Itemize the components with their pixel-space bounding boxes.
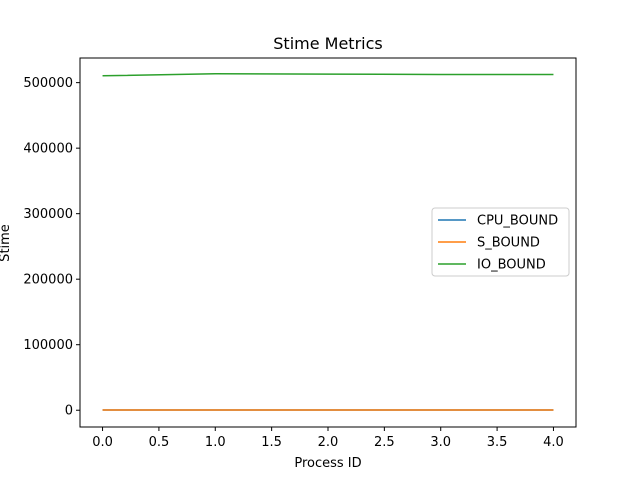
y-axis: 0 100000 200000 300000 400000 500000 [23, 76, 80, 419]
x-axis: 0.0 0.5 1.0 1.5 2.0 2.5 3.0 3.5 4.0 [92, 427, 564, 450]
y-tick-label: 500000 [23, 76, 73, 91]
legend-box [431, 207, 570, 277]
y-tick-label: 400000 [23, 142, 73, 157]
x-tick-label: 1.0 [205, 435, 226, 450]
plot-lines [102, 73, 554, 411]
legend-label: S_BOUND [477, 236, 540, 251]
legend: CPU_BOUND S_BOUND IO_BOUND [431, 207, 570, 277]
legend-label: CPU_BOUND [477, 214, 558, 229]
y-tick-label: 100000 [23, 338, 73, 353]
y-tick-label: 200000 [23, 273, 73, 288]
x-tick-label: 4.0 [543, 435, 564, 450]
y-tick-label: 0 [65, 404, 73, 419]
x-axis-title: Process ID [294, 456, 361, 471]
x-tick-label: 0.0 [92, 435, 113, 450]
y-axis-title: Stime [0, 224, 13, 262]
x-tick-label: 2.5 [374, 435, 395, 450]
chart-title: Stime Metrics [273, 34, 382, 53]
x-tick-label: 3.0 [430, 435, 451, 450]
x-tick-label: 3.5 [487, 435, 508, 450]
x-tick-label: 0.5 [149, 435, 170, 450]
y-tick-label: 300000 [23, 207, 73, 222]
series-line-io-bound [102, 73, 554, 77]
legend-label: IO_BOUND [477, 258, 546, 273]
x-tick-label: 1.5 [261, 435, 282, 450]
x-tick-label: 2.0 [318, 435, 339, 450]
